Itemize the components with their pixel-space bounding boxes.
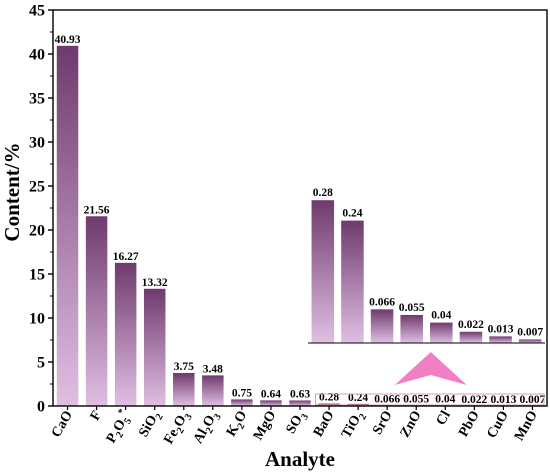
inset-source-highlight: [315, 352, 545, 406]
inset-zoom-chart: 0.28 0.24 0.066 0.055 0.04 0.022 0.013 0.007: [308, 187, 545, 344]
inset-bar-4: [430, 322, 453, 343]
bar-2: [114, 262, 137, 406]
x-tick-label: MgO: [251, 408, 280, 443]
y-tick-label: 20: [29, 223, 45, 240]
bar-value-label: 16.27: [113, 251, 139, 263]
bar-value-label: 0.066: [374, 393, 400, 405]
inset-bar-1: [341, 220, 364, 343]
inset-bar-0: [311, 200, 335, 343]
bar-0: [56, 45, 79, 406]
x-tick-label: SrO: [370, 408, 395, 437]
highlight-box: [315, 393, 545, 406]
bar-value-label: 3.75: [174, 361, 194, 373]
bar-value-label: 0.24: [348, 392, 368, 404]
inset-bar-6: [489, 336, 512, 343]
x-tick-label: PbO: [456, 408, 483, 439]
chart-axes: 0 5 10 15 20 25 30 35 40 45: [29, 3, 548, 416]
inset-bar-2: [370, 309, 394, 343]
bar-value-label: 21.56: [84, 204, 110, 216]
bar-value-label: 0.055: [403, 394, 429, 406]
x-tick-label: CuO: [484, 408, 511, 441]
x-tick-label: CaO: [49, 408, 76, 440]
inset-bar-value-label: 0.04: [431, 310, 451, 322]
y-tick-label: 5: [37, 355, 45, 372]
bar-value-label: 0.63: [290, 388, 310, 400]
y-tick-label: 35: [29, 91, 45, 108]
bar-value-label: 3.48: [203, 363, 223, 375]
x-tick-label: K2O: [224, 408, 253, 440]
bar-7: [260, 400, 282, 406]
x-tick-label: TiO2: [339, 409, 369, 443]
y-tick-label: 15: [29, 267, 45, 284]
bar-value-label: 40.93: [55, 34, 81, 46]
x-tick-label: SiO2: [136, 409, 165, 442]
bar-value-label: 0.28: [319, 392, 339, 404]
inset-bar-value-label: 0.007: [517, 326, 543, 338]
zoom-arrow: [394, 352, 467, 385]
bar-value-label: 0.013: [490, 394, 516, 406]
y-tick-label: 30: [29, 135, 45, 152]
bar-4: [173, 373, 195, 406]
y-tick-label: 45: [29, 3, 45, 20]
bar-value-label: 0.022: [461, 394, 487, 406]
bar-6: [231, 399, 253, 406]
inset-bar-value-label: 0.28: [313, 187, 333, 199]
x-tick-label: P2O5*: [101, 407, 136, 447]
inset-bar-7: [518, 339, 542, 343]
bar-value-label: 0.64: [261, 388, 281, 400]
x-tick-label: BaO: [311, 408, 338, 439]
bar-8: [289, 400, 311, 406]
bar-3: [143, 288, 166, 406]
x-tick-label: Fe2O3: [161, 409, 194, 449]
y-tick-label: 0: [37, 399, 45, 416]
main-bar-group: [56, 45, 544, 407]
inset-bar-value-label: 0.022: [458, 319, 484, 331]
y-tick-label: 10: [29, 311, 45, 328]
y-axis-title: Content/%: [0, 142, 24, 241]
bar-1: [85, 216, 108, 406]
bar-value-label: 13.32: [142, 277, 168, 289]
inset-bar-3: [400, 314, 423, 343]
x-axis-title: Analyte: [265, 447, 335, 471]
inset-bar-value-label: 0.24: [342, 208, 362, 220]
y-tick-label: 40: [29, 47, 45, 64]
main-value-labels: 40.93 21.56 16.27 13.32 3.75 3.48 0.75 0.64 0.63…: [55, 34, 546, 406]
inset-bar-value-label: 0.013: [488, 323, 514, 335]
bar-value-label: 0.007: [520, 394, 546, 406]
x-tick-label: SO3: [284, 409, 311, 439]
x-tick-label: Cl: [434, 408, 454, 428]
x-tick-label: Al2O3: [191, 409, 224, 448]
bar-value-label: 0.75: [232, 387, 252, 399]
inset-bar-5: [459, 331, 483, 343]
x-tick-label: F: [88, 409, 105, 424]
x-tick-label: ZnO: [398, 408, 425, 440]
bar-5: [202, 375, 224, 406]
inset-bar-value-label: 0.066: [369, 296, 395, 308]
x-tick-label: MnO: [512, 408, 541, 443]
bar-value-label: 0.04: [435, 394, 455, 406]
inset-bar-value-label: 0.055: [399, 302, 425, 314]
y-tick-label: 25: [29, 179, 45, 196]
